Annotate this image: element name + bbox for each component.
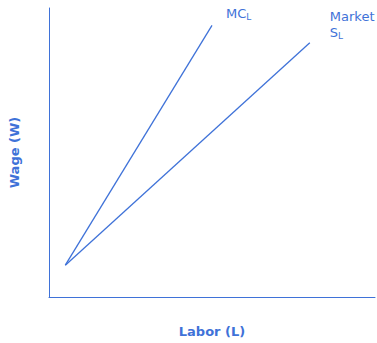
svg-text:Wage (W): Wage (W) xyxy=(7,117,22,189)
svg-text:S: S xyxy=(330,25,338,40)
svg-text:L: L xyxy=(246,12,251,22)
svg-text:MC: MC xyxy=(226,6,246,21)
svg-text:Market: Market xyxy=(330,9,375,24)
svg-text:Labor (L): Labor (L) xyxy=(179,324,245,339)
svg-text:L: L xyxy=(338,31,343,41)
